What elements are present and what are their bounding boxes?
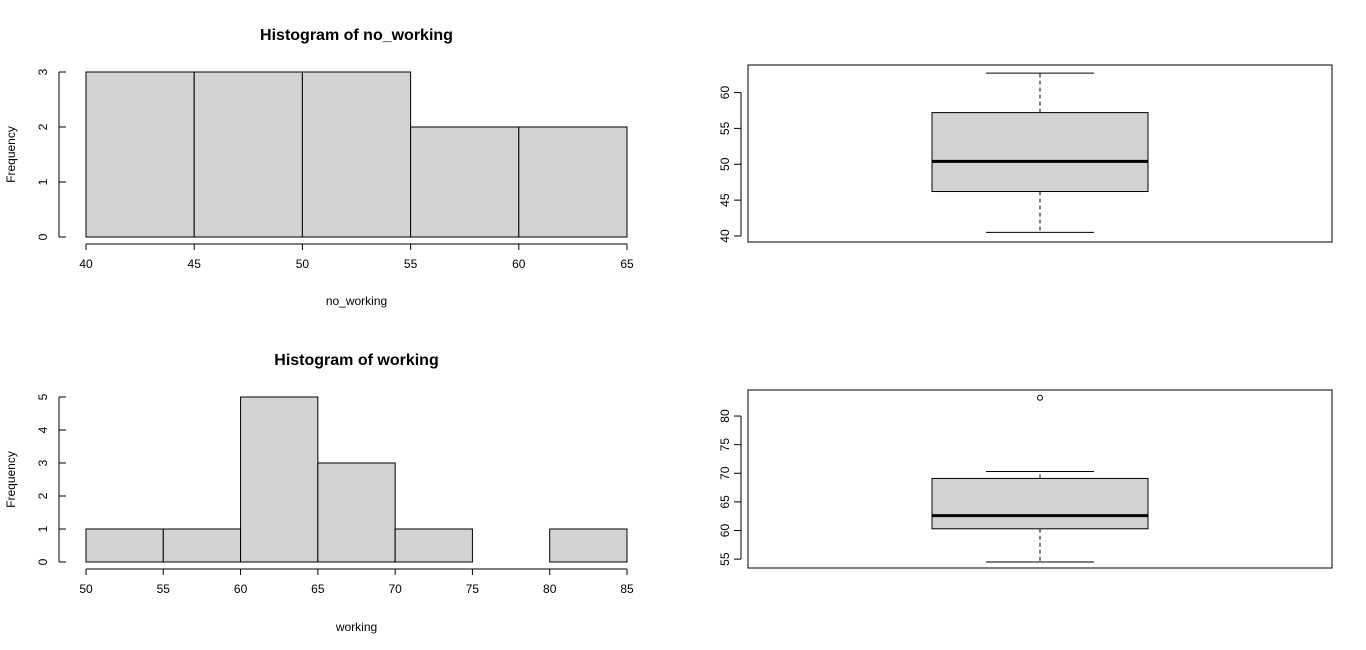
x-tick-label: 60 [512, 257, 526, 271]
y-tick-label: 65 [718, 495, 732, 509]
x-tick-label: 70 [388, 582, 402, 596]
x-axis-label: working [335, 620, 377, 634]
histogram-panel-1: Histogram of no_working no_working Frequen… [4, 27, 634, 308]
iqr-box [931, 477, 1149, 530]
x-tick-label: 65 [311, 582, 325, 596]
histogram-bar [518, 126, 628, 238]
chart-title: Histogram of no_working [260, 27, 453, 44]
y-tick-label: 45 [718, 193, 732, 207]
y-axis-label: Frequency [4, 451, 18, 508]
histogram-bar [85, 71, 195, 238]
x-tick-label: 80 [543, 582, 557, 596]
histogram-bar [301, 71, 412, 238]
outlier-point [1037, 394, 1043, 401]
x-tick-label: 75 [466, 582, 480, 596]
y-tick-label: 60 [718, 86, 732, 100]
x-tick-label: 85 [620, 582, 634, 596]
y-tick-label: 50 [718, 157, 732, 171]
y-tick-label: 60 [718, 524, 732, 538]
y-tick-label: 55 [718, 121, 732, 135]
y-tick-label: 2 [36, 492, 50, 499]
x-tick-label: 50 [79, 582, 93, 596]
y-tick-label: 4 [36, 426, 50, 433]
y-tick-label: 70 [718, 466, 732, 480]
y-tick-label: 1 [36, 178, 50, 185]
plot-frame [747, 389, 1333, 569]
iqr-box [931, 112, 1149, 193]
y-tick-label: 0 [36, 558, 50, 565]
y-tick-label: 1 [36, 525, 50, 532]
x-tick-label: 45 [188, 257, 202, 271]
y-tick-label: 75 [718, 438, 732, 452]
chart-title: Histogram of working [274, 352, 438, 369]
y-tick-label: 0 [36, 233, 50, 240]
x-tick-label: 65 [620, 257, 634, 271]
histogram-bar [85, 528, 164, 563]
y-tick-label: 2 [36, 123, 50, 130]
y-tick-label: 5 [36, 393, 50, 400]
boxplot-panel-4: 55 60 65 70 75 80 [718, 389, 1333, 569]
x-tick-label: 55 [404, 257, 418, 271]
histogram-bar [240, 396, 319, 563]
y-axis-label: Frequency [4, 126, 18, 183]
y-tick-label: 80 [718, 409, 732, 423]
x-tick-label: 60 [234, 582, 248, 596]
x-tick-label: 50 [296, 257, 310, 271]
histogram-bar [410, 126, 520, 238]
plot-frame [747, 64, 1333, 243]
x-tick-label: 40 [79, 257, 93, 271]
x-axis-label: no_working [326, 294, 387, 308]
histogram-bar [162, 528, 242, 563]
histogram-bar [317, 462, 396, 563]
y-tick-label: 3 [36, 68, 50, 75]
y-tick-label: 55 [718, 552, 732, 566]
histogram-bar [394, 528, 473, 563]
histogram-bar [193, 71, 303, 238]
histogram-bar [549, 528, 628, 563]
y-tick-label: 3 [36, 459, 50, 466]
boxplot-panel-2: 40 45 50 55 60 [718, 64, 1333, 243]
y-tick-label: 40 [718, 229, 732, 243]
x-tick-label: 55 [157, 582, 171, 596]
